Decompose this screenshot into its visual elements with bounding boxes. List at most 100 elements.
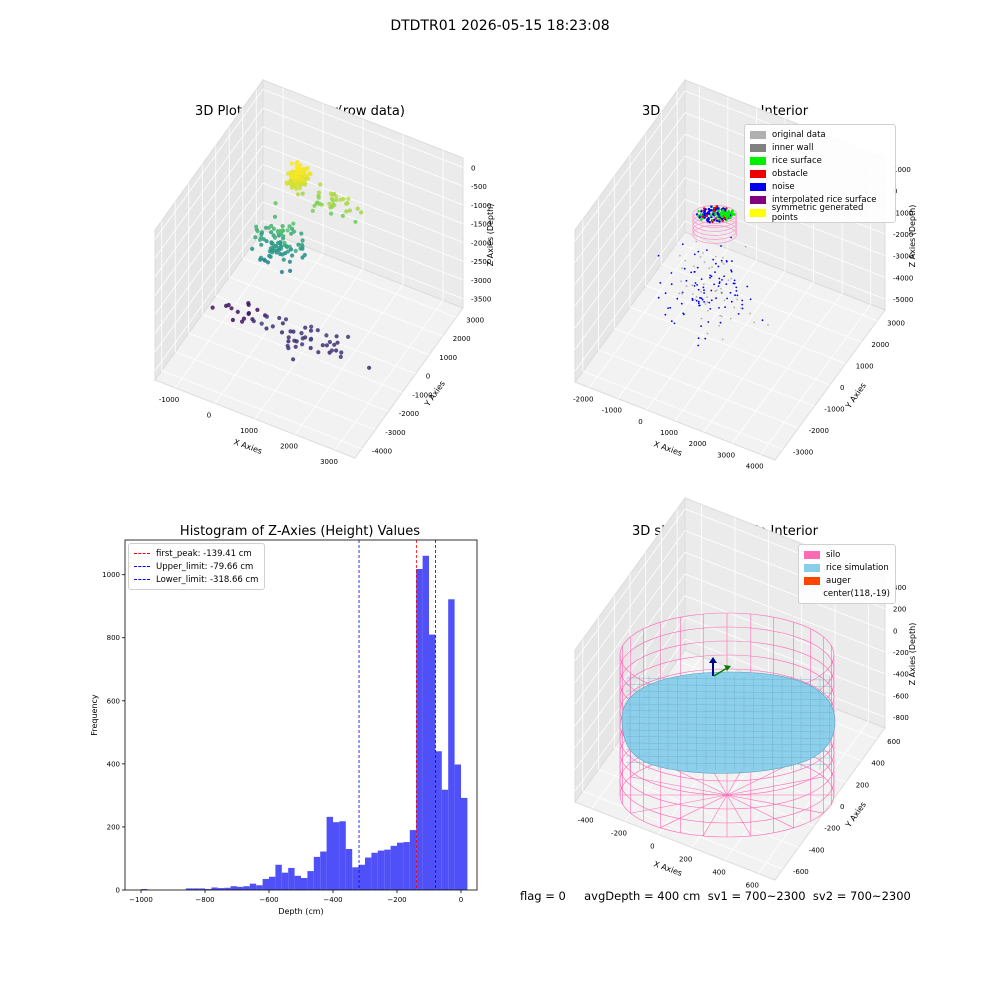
panel2-noise-point [694,282,697,284]
panel2-noise-point [703,292,705,294]
panel2-noise-point [720,245,722,247]
panel2-noise-point [693,285,696,287]
panel1-point [255,307,260,312]
panel2-legend-label: inner wall [772,142,814,153]
panel1-point [339,350,344,355]
figure-title: DTDTR01 2026-05-15 18:23:08 [390,18,610,34]
histogram-bar [281,872,289,890]
panel2-legend-item: obstacle [750,167,890,180]
histogram-bar [217,888,225,890]
panel1-point [289,181,294,186]
panel1-point [269,240,274,245]
panel1-y-tick: -2000 [399,410,419,418]
panel1-point [344,209,349,214]
panel2-noise-point [702,252,704,254]
panel1-point [328,205,333,210]
panel2-silo-ring [692,221,738,240]
panel1-point [300,255,305,260]
panel1-point [285,249,291,254]
panel1-point [329,191,334,196]
panel2-surface-point [714,213,717,216]
panel2-grid-z [574,112,686,263]
panel2-noise-point [733,279,736,282]
panel2-grid-z [574,220,686,372]
histogram-legend: first_peak: -139.41 cm Upper_limit: -79.6… [128,543,265,590]
histogram-bar [301,878,308,890]
panel2-grid-z [574,134,686,285]
panel4-rice-mesh [625,710,833,713]
panel2-noise-point [684,259,687,262]
panel2-noise-point [702,286,705,289]
panel2-x-tick: -1000 [602,407,622,415]
histogram-legend-line [134,566,150,567]
panel2-noise-point [721,261,724,264]
panel4-silo-spoke [660,794,728,829]
panel1-grid-y [229,276,430,356]
panel1-point [327,201,332,206]
panel2-noise-point [664,292,667,295]
histogram-bar [192,888,199,890]
histogram-bar [397,842,404,890]
panel2-noise-point [721,315,723,318]
panel1-point [324,343,329,348]
panel1-grid-y [188,332,389,412]
panel1-point [287,224,292,229]
panel2-noise-point [698,304,700,307]
panel1-point [300,191,305,196]
panel2-surface-point [714,217,717,220]
panel2-surface-point [705,214,709,218]
panel1-point [335,340,340,345]
histogram-bar [416,569,423,890]
panel1-z-tick: -1500 [471,221,491,229]
panel2-grid-z [684,220,886,300]
histogram-bar [269,876,276,890]
panel2-noise-point [735,290,738,292]
panel2-surface-point [725,207,728,210]
panel2-surface-point [710,209,713,212]
panel1-side-pane [154,78,264,382]
panel2-noise-point [717,285,720,287]
histogram-bar [224,887,231,890]
panel2-noise-point [696,284,698,286]
panel1-point [273,201,278,206]
panel2-noise-point [706,301,709,303]
panel1-point [296,242,301,247]
panel2-noise-point [715,297,717,300]
panel1-point [316,195,321,200]
panel1-point [264,326,269,331]
panel2-noise-point [685,279,688,282]
panel2-legend-swatch [750,208,766,217]
panel2-grid-z [574,199,686,350]
panel4-grid-z [684,551,886,631]
panel1-grid-z [262,201,464,281]
panel1-z-tick: -2500 [471,258,491,266]
panel1-point [289,185,294,190]
panel4-legend-label: center(118,-19) [823,588,890,599]
panel2-noise-point [670,283,673,286]
histogram-y-tick: 400 [107,760,120,768]
panel2-legend-item: symmetric generated points [750,203,890,223]
histogram-bar [461,797,468,890]
panel2-noise-point [710,289,713,292]
panel1-point [329,348,334,353]
histogram-bar [448,599,455,890]
panel1-y-tick: 2000 [453,335,471,343]
panel4-silo-spoke [726,794,794,829]
panel1-z-tick: -3000 [471,277,491,285]
panel2-surface-point [718,220,721,223]
panel2-rice-point [726,215,729,219]
panel2-noise-point [694,298,697,301]
panel2-noise-point [695,299,698,302]
panel2-x-tick: 0 [638,418,642,426]
panel4-z-tick: 200 [893,606,906,614]
panel2-noise-point [712,258,715,261]
panel2-noise-point [701,298,704,301]
panel4-x-tick: 200 [679,856,692,864]
histogram-frame [124,539,478,891]
panel2-noise-point [719,314,722,317]
panel2-legend-swatch [750,143,766,152]
panel4-rice-mesh [625,729,833,733]
panel4-rice-surface [621,671,836,774]
panel2-noise-point [707,309,709,312]
